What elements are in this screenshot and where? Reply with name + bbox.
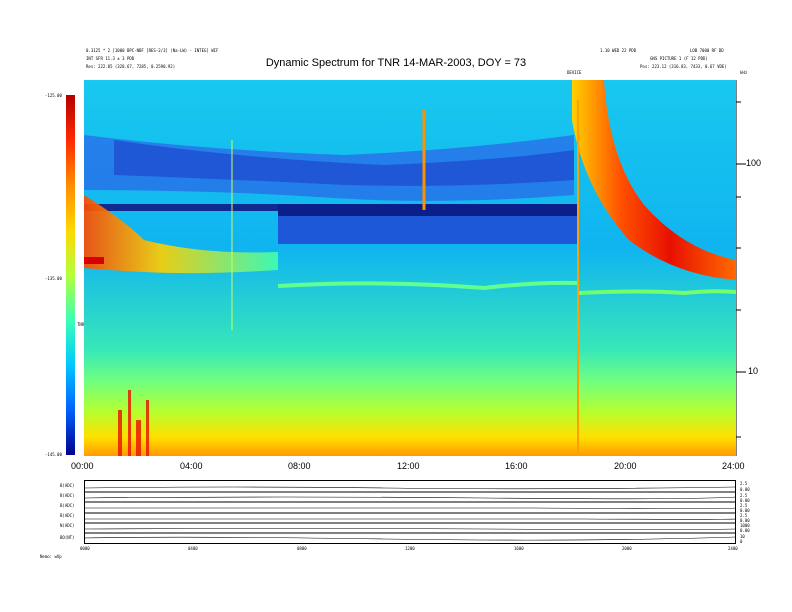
x-tick-label: 12:00 [397, 461, 420, 471]
spectrogram-image [84, 80, 736, 456]
x-tick-label: 16:00 [505, 461, 528, 471]
panel-row-scale: 2.5 [740, 481, 748, 486]
panel-row-scale: 2.5 [740, 503, 748, 508]
colorbar-label-mid: -135.00 [45, 276, 62, 281]
panel-x-tick: 0800 [297, 546, 307, 551]
panel-x-tick: 1200 [405, 546, 415, 551]
panel-row-label: B(ADC) [60, 493, 75, 498]
panel-row-label: N(ADC) [60, 523, 75, 528]
header-info-left-3: Res: 222.85 (328.67, 7285, 0.2590.92) [86, 64, 176, 69]
header-info-left-2: INT SFR 11.3 ± 3 PDD [86, 56, 135, 61]
panel-row-label: BO(NT) [60, 535, 75, 540]
y-tick-label: 100 [746, 158, 762, 168]
panel-row-scale: 0.00 [740, 487, 750, 492]
x-tick-label: 08:00 [288, 461, 311, 471]
panel-x-tick: 0400 [188, 546, 198, 551]
x-tick-label: 04:00 [180, 461, 203, 471]
panel-row-scale: 0.00 [740, 508, 750, 513]
housekeeping-panel [84, 480, 736, 544]
header-info-right-4: Pos: 223.12 (316.83, 7433, 0.67 VDE) [640, 64, 727, 69]
panel-row-scale: 0.00 [740, 528, 750, 533]
event-marker-label: DEVICE [567, 70, 582, 75]
panel-row-scale: 10 [740, 534, 745, 539]
panel-row-scale: 0.00 [740, 498, 750, 503]
x-tick-label: 00:00 [71, 461, 94, 471]
frequency-axis [736, 80, 746, 456]
panel-row-scale: 0 [740, 539, 743, 544]
panel-x-tick: 2000 [622, 546, 632, 551]
panel-row-scale: 0.00 [740, 518, 750, 523]
panel-row-label: B(ADC) [60, 513, 75, 518]
header-info-left-1: 0.3125 * 2 [1000 BPC-NBF [RES-2/3] (Na-L… [86, 48, 219, 53]
x-tick-label: 20:00 [614, 461, 637, 471]
header-info-right-3: GNS PICTURE 1 (F 12 PDD) [650, 56, 708, 61]
x-tick-label: 24:00 [722, 461, 745, 471]
header-info-right-2: LOB 7000 RF DD [690, 48, 724, 53]
header-info-right-1: 1.10 WED 22 PDD [600, 48, 637, 53]
panel-footer: Nemo: wVp [40, 554, 62, 559]
colorbar-axis-label: TNR [77, 322, 85, 327]
panel-row-label: B(ADC) [60, 503, 75, 508]
panel-row-scale: 2.5 [740, 493, 748, 498]
colorbar-label-bottom: -145.00 [45, 452, 62, 457]
panel-row-scale: 1000 [740, 523, 750, 528]
y-tick-label: 10 [748, 366, 759, 376]
panel-row-label: B(ADC) [60, 483, 75, 488]
panel-x-tick: 2400 [728, 546, 738, 551]
frequency-unit-label: kHz [740, 70, 748, 75]
colorbar [66, 95, 75, 455]
colorbar-label-top: -125.00 [45, 93, 62, 98]
spectrogram-plot [84, 80, 736, 456]
panel-x-tick: 1600 [514, 546, 524, 551]
panel-row-scale: 2.5 [740, 513, 748, 518]
chart-title: Dynamic Spectrum for TNR 14-MAR-2003, DO… [265, 57, 527, 69]
panel-x-tick: 0000 [80, 546, 90, 551]
